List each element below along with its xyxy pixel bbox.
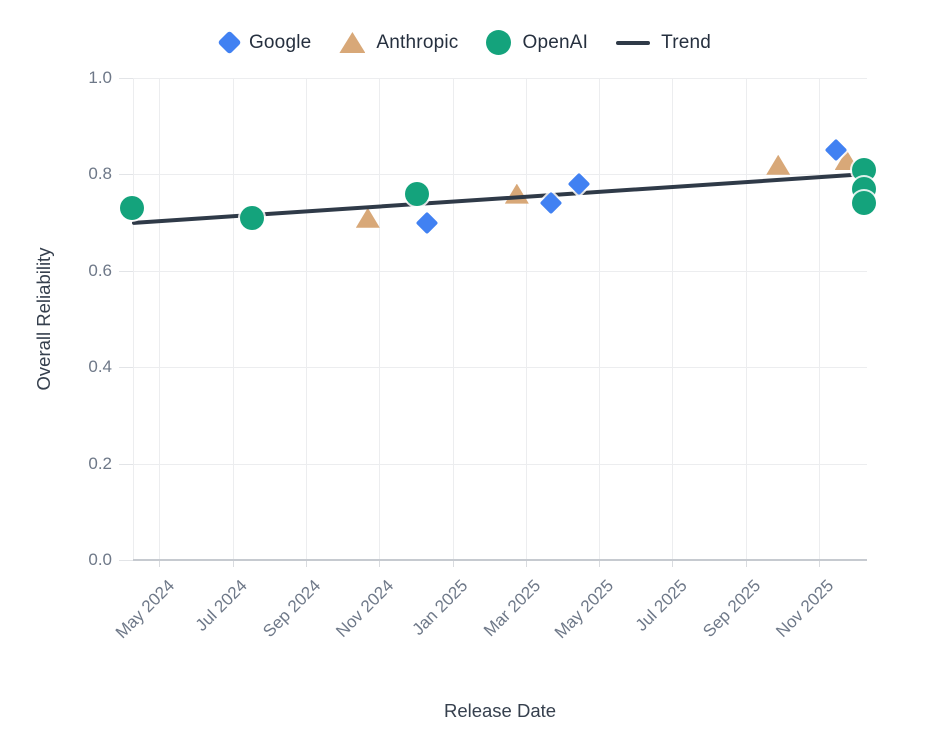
y-tick-mark (119, 560, 133, 561)
circle-icon (486, 30, 512, 55)
marker-openai[interactable] (852, 191, 877, 216)
x-tick-label: Mar 2025 (480, 576, 545, 641)
x-tick-label: Jul 2025 (631, 576, 691, 635)
triangle-icon (339, 32, 366, 53)
y-tick-label: 0.0 (88, 550, 112, 569)
y-tick-mark (119, 174, 133, 176)
gridline-v (305, 78, 307, 560)
y-tick-label: 0.6 (88, 260, 112, 280)
legend-item-trend[interactable]: Trend (616, 32, 711, 54)
marker-openai[interactable] (239, 205, 264, 230)
y-tick-mark (119, 367, 133, 369)
x-tick-mark (452, 561, 454, 567)
marker-anthropic[interactable] (355, 207, 380, 228)
y-tick-mark (119, 78, 133, 79)
gridline-v (232, 78, 234, 560)
y-tick-label: 1.0 (88, 68, 112, 87)
y-tick-label: 0.8 (88, 164, 112, 184)
legend-label: Trend (661, 31, 712, 53)
gridline-h (133, 463, 867, 465)
x-tick-label: May 2025 (551, 576, 618, 643)
gridline-h (133, 270, 867, 272)
diamond-icon (217, 30, 242, 55)
trend-line-icon (616, 40, 651, 45)
marker-openai[interactable] (405, 181, 430, 206)
x-tick-mark (232, 561, 234, 567)
x-tick-mark (672, 561, 674, 567)
gridline-h (133, 78, 867, 79)
chart-legend: Google Anthropic OpenAI Trend (0, 30, 932, 55)
x-tick-mark (525, 561, 527, 567)
gridline-v (159, 78, 161, 560)
x-tick-label: Sep 2024 (259, 576, 325, 641)
x-tick-label: Jan 2025 (408, 576, 471, 639)
gridline-v (599, 78, 601, 560)
gridline-v (379, 78, 381, 560)
plot-area (120, 78, 877, 560)
x-tick-label: May 2024 (111, 576, 178, 643)
x-tick-mark (819, 561, 820, 567)
marker-anthropic[interactable] (766, 154, 791, 175)
plot-left-boundary (133, 78, 134, 560)
y-axis-title: Overall Reliability (33, 247, 54, 391)
x-tick-mark (159, 561, 161, 567)
x-tick-mark (379, 561, 381, 567)
x-tick-label: Jul 2024 (192, 576, 252, 635)
x-axis-title: Release Date (443, 700, 557, 721)
gridline-h (133, 174, 867, 176)
gridline-v (672, 78, 674, 560)
y-tick-label: 0.2 (88, 453, 112, 473)
x-tick-mark (745, 561, 747, 567)
x-tick-mark (599, 561, 601, 567)
legend-label: Google (248, 31, 312, 53)
x-tick-mark (305, 561, 307, 567)
gridline-v (452, 78, 454, 560)
y-tick-mark (119, 270, 133, 272)
x-tick-label: Sep 2025 (699, 576, 765, 641)
x-tick-label: Nov 2024 (332, 576, 398, 641)
legend-item-google[interactable]: Google (217, 30, 312, 55)
gridline-v (745, 78, 747, 560)
legend-label: Anthropic (376, 31, 459, 53)
gridline-v (819, 78, 820, 560)
legend-item-openai[interactable]: OpenAI (486, 30, 588, 55)
legend-item-anthropic[interactable]: Anthropic (339, 32, 458, 54)
gridline-h (133, 367, 867, 369)
legend-label: OpenAI (522, 31, 589, 53)
marker-google[interactable] (415, 211, 438, 234)
gridline-v (525, 78, 527, 560)
marker-openai[interactable] (120, 196, 145, 221)
x-tick-label: Nov 2025 (772, 576, 838, 641)
y-tick-label: 0.4 (88, 357, 112, 377)
y-tick-mark (119, 463, 133, 465)
x-axis-line (133, 559, 867, 561)
